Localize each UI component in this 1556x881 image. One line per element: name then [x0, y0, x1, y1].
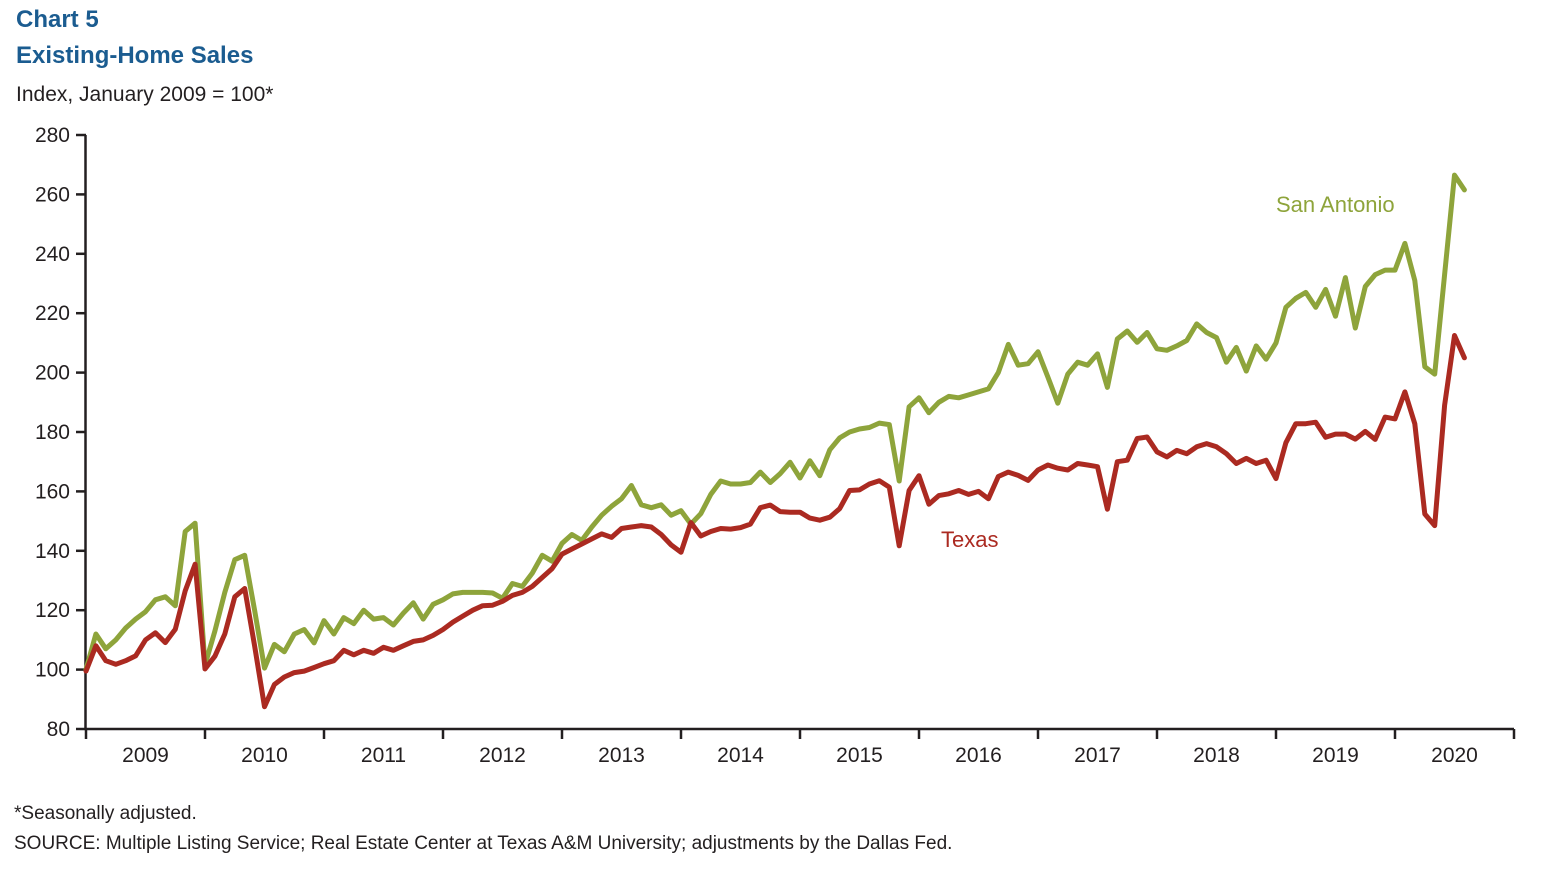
y-axis-tick-label: 180 — [35, 421, 70, 444]
y-axis-tick-label: 260 — [35, 183, 70, 206]
y-axis-tick-label: 100 — [35, 659, 70, 682]
y-axis-tick-label: 140 — [35, 540, 70, 563]
x-axis-year-label: 2016 — [955, 744, 1002, 767]
y-axis-tick-label: 220 — [35, 302, 70, 325]
x-axis-year-label: 2009 — [122, 744, 169, 767]
data-series — [83, 172, 1467, 710]
x-axis-year-label: 2019 — [1312, 744, 1359, 767]
footnote-seasonally-adjusted: *Seasonally adjusted. — [14, 803, 197, 824]
series-line-san-antonio — [83, 172, 1467, 673]
series-labels: San Antonio Texas — [941, 192, 1395, 552]
chart-subtitle: Index, January 2009 = 100* — [16, 83, 274, 106]
x-axis-year-label: 2018 — [1193, 744, 1240, 767]
series-label-texas: Texas — [941, 527, 998, 552]
x-axis-year-label: 2011 — [361, 744, 406, 767]
y-axis-tick-label: 280 — [35, 124, 70, 147]
x-axis-year-label: 2010 — [241, 744, 288, 767]
x-axis-year-label: 2013 — [598, 744, 645, 767]
y-axis-tick-label: 80 — [47, 718, 70, 741]
x-axis-year-label: 2017 — [1074, 744, 1121, 767]
series-label-san-antonio: San Antonio — [1276, 192, 1395, 217]
y-axis-tick-label: 240 — [35, 243, 70, 266]
footnote-source: SOURCE: Multiple Listing Service; Real E… — [14, 833, 953, 854]
series-line-texas — [83, 333, 1467, 710]
x-axis-year-label: 2012 — [479, 744, 526, 767]
y-axis-tick-label: 160 — [35, 480, 70, 503]
chart-number: Chart 5 — [16, 6, 99, 33]
axes: 80 100 120 140 160 180 200 220 240 260 280 2009 2010… — [35, 124, 1516, 767]
x-axis-year-label: 2014 — [717, 744, 764, 767]
x-axis-year-label: 2015 — [836, 744, 883, 767]
page-title: Existing-Home Sales — [16, 42, 254, 69]
x-axis-year-label: 2020 — [1431, 744, 1478, 767]
y-axis-tick-label: 120 — [35, 599, 70, 622]
y-axis-tick-label: 200 — [35, 362, 70, 385]
